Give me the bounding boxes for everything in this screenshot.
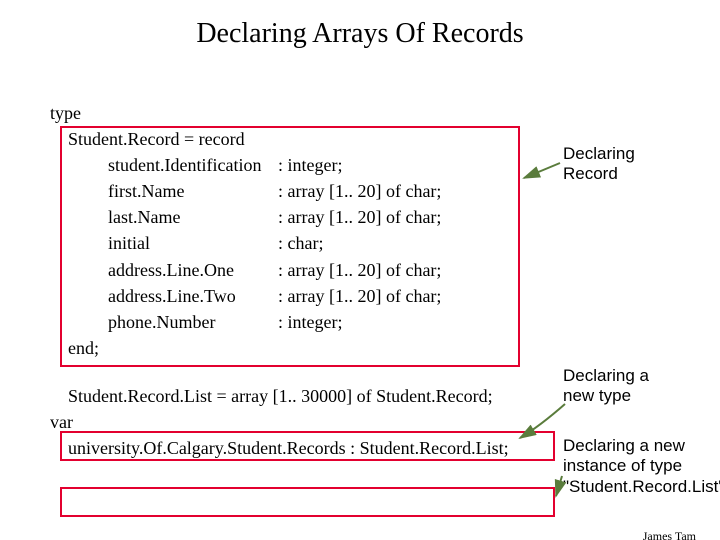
code-field-type: : integer; bbox=[278, 152, 342, 178]
annotation-declaring-instance: Declaring a newinstance of type"Student.… bbox=[563, 436, 720, 497]
highlight-box-instance bbox=[60, 487, 555, 517]
code-field-name: last.Name bbox=[108, 204, 278, 230]
annotation-declaring-record: DeclaringRecord bbox=[563, 144, 635, 185]
code-field-name: student.Identification bbox=[108, 152, 278, 178]
code-field-type: : integer; bbox=[278, 309, 342, 335]
slide-title: Declaring Arrays Of Records bbox=[0, 18, 720, 50]
code-field-row: last.Name : array [1.. 20] of char; bbox=[50, 204, 690, 230]
code-field-type: : array [1.. 20] of char; bbox=[278, 257, 441, 283]
code-field-name: address.Line.Two bbox=[108, 283, 278, 309]
code-field-name: address.Line.One bbox=[108, 257, 278, 283]
code-end: end; bbox=[50, 335, 690, 361]
code-field-row: address.Line.One : array [1.. 20] of cha… bbox=[50, 257, 690, 283]
code-var-keyword: var bbox=[50, 409, 690, 435]
code-field-row: phone.Number : integer; bbox=[50, 309, 690, 335]
code-field-row: initial : char; bbox=[50, 230, 690, 256]
code-field-row: address.Line.Two : array [1.. 20] of cha… bbox=[50, 283, 690, 309]
code-field-name: first.Name bbox=[108, 178, 278, 204]
code-field-type: : char; bbox=[278, 230, 323, 256]
code-field-type: : array [1.. 20] of char; bbox=[278, 178, 441, 204]
code-field-type: : array [1.. 20] of char; bbox=[278, 204, 441, 230]
code-field-name: initial bbox=[108, 230, 278, 256]
annotation-declaring-newtype: Declaring anew type bbox=[563, 366, 649, 407]
code-type-keyword: type bbox=[50, 100, 690, 126]
code-field-name: phone.Number bbox=[108, 309, 278, 335]
code-field-type: : array [1.. 20] of char; bbox=[278, 283, 441, 309]
footer-author: James Tam bbox=[643, 529, 696, 540]
